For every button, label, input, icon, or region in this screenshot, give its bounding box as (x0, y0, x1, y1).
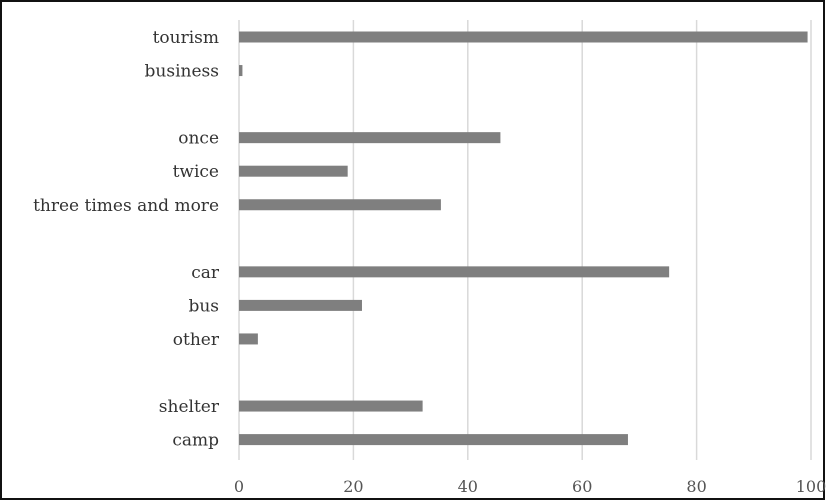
grid-layer (238, 20, 812, 460)
bar-shelter (239, 400, 423, 412)
x-tick-label-60: 60 (572, 477, 592, 496)
bar-twice (239, 165, 348, 177)
bar-tourism (239, 31, 808, 43)
x-tick-label-100: 100 (796, 477, 827, 496)
bar-once (239, 132, 501, 144)
bar-other (239, 333, 258, 345)
x-tick-label-40: 40 (458, 477, 478, 496)
x-tick-label-0: 0 (234, 477, 244, 496)
x-tick-label-80: 80 (686, 477, 706, 496)
category-labels: tourism business once twice three times and … (33, 28, 220, 451)
x-tick-label-20: 20 (343, 477, 363, 496)
bar-car (239, 266, 670, 278)
category-label-shelter: shelter (159, 397, 220, 417)
category-label-other: other (173, 330, 220, 350)
category-label-camp: camp (172, 431, 219, 451)
bar-business (239, 65, 243, 77)
bar-three-times-and-more (239, 199, 441, 211)
category-label-business: business (145, 62, 219, 82)
category-label-tourism: tourism (153, 28, 219, 48)
category-label-three-times-and-more: three times and more (33, 196, 219, 216)
category-label-car: car (191, 263, 220, 283)
category-label-twice: twice (173, 162, 219, 182)
x-tick-labels: 0 20 40 60 80 100 (234, 477, 826, 496)
bar-bus (239, 299, 362, 311)
category-label-bus: bus (188, 296, 219, 316)
category-label-once: once (178, 129, 219, 149)
bar-camp (239, 434, 628, 446)
bar-layer (239, 31, 808, 446)
